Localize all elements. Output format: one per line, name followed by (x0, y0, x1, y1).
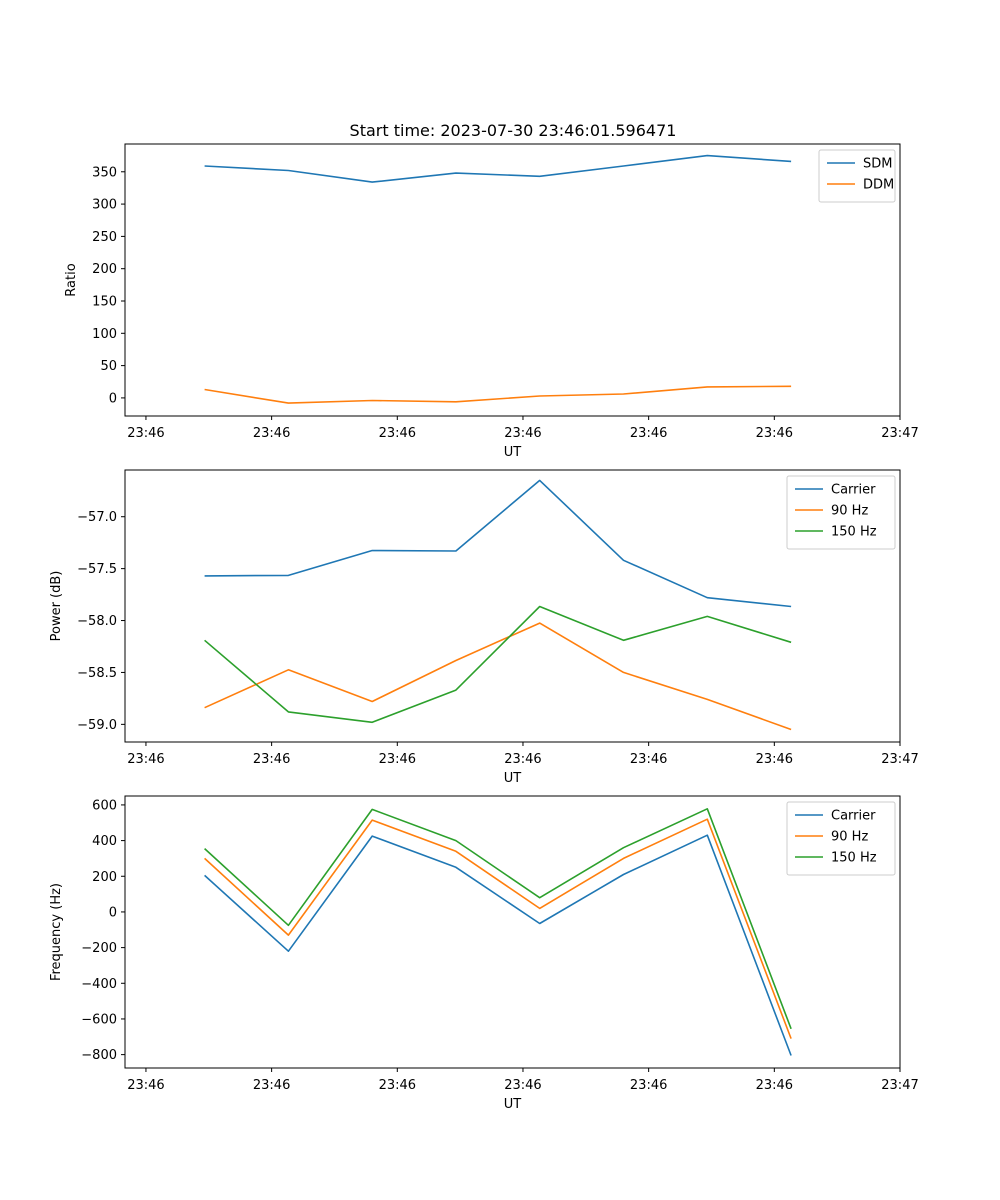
chart-panels: 23:46 23:46 23:46 23:46 23:46 23:46 23:47 0 50 10… (49, 143, 919, 1112)
plot-frame (124, 469, 901, 743)
y-tick-label: 50 (100, 359, 117, 374)
y-tick-label: −600 (81, 1012, 117, 1027)
x-tick-label: 23:46 (756, 426, 793, 441)
y-tick-label: 350 (92, 165, 117, 180)
x-tick-label: 23:46 (127, 1078, 164, 1093)
x-tick-label: 23:47 (881, 752, 918, 767)
x-axis-label: UT (504, 445, 522, 460)
legend-label: SDM (863, 157, 892, 172)
x-tick-label: 23:46 (253, 426, 290, 441)
y-tick-label: 200 (92, 262, 117, 277)
legend-label: Carrier (831, 483, 876, 498)
y-tick-label: −58.0 (77, 614, 117, 629)
x-tick-label: 23:46 (756, 752, 793, 767)
series-line-carrier (204, 834, 792, 1056)
x-axis-label: UT (504, 771, 522, 786)
series-line-ddm (204, 385, 792, 404)
plot-frame (124, 143, 901, 417)
x-tick-label: 23:46 (253, 1078, 290, 1093)
chart-title: Start time: 2023-07-30 23:46:01.596471 (350, 121, 677, 140)
y-axis-label: Power (dB) (49, 571, 64, 642)
y-tick-label: 150 (92, 294, 117, 309)
series-line-sdm (204, 154, 792, 183)
y-tick-label: 250 (92, 230, 117, 245)
legend-label: 90 Hz (831, 830, 868, 845)
legend: Carrier 90 Hz 150 Hz (786, 475, 896, 550)
legend-label: 90 Hz (831, 504, 868, 519)
y-tick-label: −59.0 (77, 718, 117, 733)
legend-label: Carrier (831, 809, 876, 824)
series-line-carrier (204, 479, 792, 608)
x-tick-label: 23:46 (630, 752, 667, 767)
legend-label: DDM (863, 178, 894, 193)
x-tick-label: 23:46 (127, 426, 164, 441)
y-axis-label: Ratio (64, 263, 79, 296)
y-tick-label: −57.0 (77, 510, 117, 525)
x-axis-label: UT (504, 1097, 522, 1112)
y-tick-label: −800 (81, 1048, 117, 1063)
x-tick-label: 23:47 (881, 426, 918, 441)
x-tick-label: 23:46 (756, 1078, 793, 1093)
x-tick-label: 23:46 (379, 1078, 416, 1093)
x-tick-label: 23:46 (379, 752, 416, 767)
legend-label: 150 Hz (831, 525, 877, 540)
y-tick-label: 200 (92, 870, 117, 885)
y-tick-label: 600 (92, 798, 117, 813)
x-tick-label: 23:46 (253, 752, 290, 767)
x-tick-label: 23:46 (504, 426, 541, 441)
y-tick-label: 100 (92, 327, 117, 342)
y-tick-label: −400 (81, 977, 117, 992)
y-tick-label: −57.5 (77, 562, 117, 577)
y-axis-label: Frequency (Hz) (49, 883, 64, 981)
legend: SDM DDM (818, 149, 896, 203)
plot-frame (124, 795, 901, 1069)
y-tick-label: 300 (92, 198, 117, 213)
legend-label: 150 Hz (831, 851, 877, 866)
x-tick-label: 23:46 (127, 752, 164, 767)
x-tick-label: 23:46 (504, 1078, 541, 1093)
x-tick-label: 23:47 (881, 1078, 918, 1093)
series-line-150-hz (204, 807, 792, 1030)
y-tick-label: −58.5 (77, 666, 117, 681)
x-tick-label: 23:46 (379, 426, 416, 441)
y-tick-label: 0 (109, 905, 117, 920)
y-tick-label: 0 (109, 391, 117, 406)
series-line-150-hz (204, 605, 792, 724)
y-tick-label: 400 (92, 834, 117, 849)
series-line-90-hz (204, 622, 792, 731)
x-tick-label: 23:46 (630, 426, 667, 441)
chart-panel: 23:46 23:46 23:46 23:46 23:46 23:46 23:47 −59.0… (49, 469, 919, 786)
chart-panel: 23:46 23:46 23:46 23:46 23:46 23:46 23:47 0 50 10… (64, 143, 919, 460)
x-tick-label: 23:46 (630, 1078, 667, 1093)
y-tick-label: −200 (81, 941, 117, 956)
legend: Carrier 90 Hz 150 Hz (786, 801, 896, 876)
x-tick-label: 23:46 (504, 752, 541, 767)
series-line-90-hz (204, 818, 792, 1039)
chart-panel: 23:46 23:46 23:46 23:46 23:46 23:46 23:47 −800 −… (49, 795, 919, 1112)
